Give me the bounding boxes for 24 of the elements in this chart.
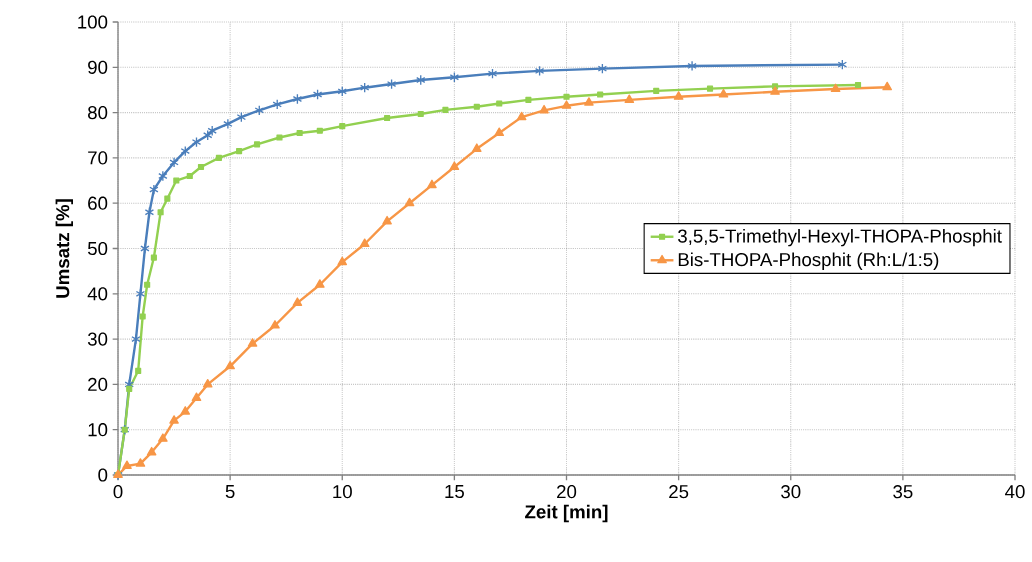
- x-tick-label: 0: [113, 485, 123, 499]
- y-tick-label: 60: [88, 196, 108, 210]
- x-tick-label: 35: [893, 485, 913, 499]
- y-tick-label: 50: [87, 241, 108, 256]
- y-axis-title: Umsatz [%]: [55, 199, 73, 298]
- x-tick-label: 30: [781, 485, 801, 499]
- x-tick-label: 15: [445, 485, 464, 499]
- y-tick-label: 10: [88, 423, 108, 437]
- y-tick-label: 0: [98, 468, 108, 482]
- y-tick-label: 40: [87, 287, 108, 301]
- y-tick-label: 30: [87, 332, 108, 346]
- x-tick-label: 10: [333, 485, 352, 499]
- y-tick-label: 70: [88, 151, 108, 165]
- x-tick-label: 5: [225, 485, 235, 499]
- y-tick-label: 90: [88, 60, 108, 74]
- y-tick-label: 100: [78, 15, 108, 29]
- x-axis-title: Zeit [min]: [525, 504, 608, 523]
- y-tick-label: 20: [88, 377, 108, 392]
- x-tick-label: 25: [669, 485, 689, 499]
- x-tick-label: 20: [557, 485, 577, 499]
- legend-label: Bis-THOPA-Phosphit (Rh:L/1:5): [678, 252, 939, 270]
- x-tick-label: 40: [1005, 485, 1025, 499]
- legend-label: 3,5,5-Trimethyl-Hexyl-THOPA-Phosphit: [678, 228, 1002, 247]
- y-tick-label: 80: [88, 105, 108, 120]
